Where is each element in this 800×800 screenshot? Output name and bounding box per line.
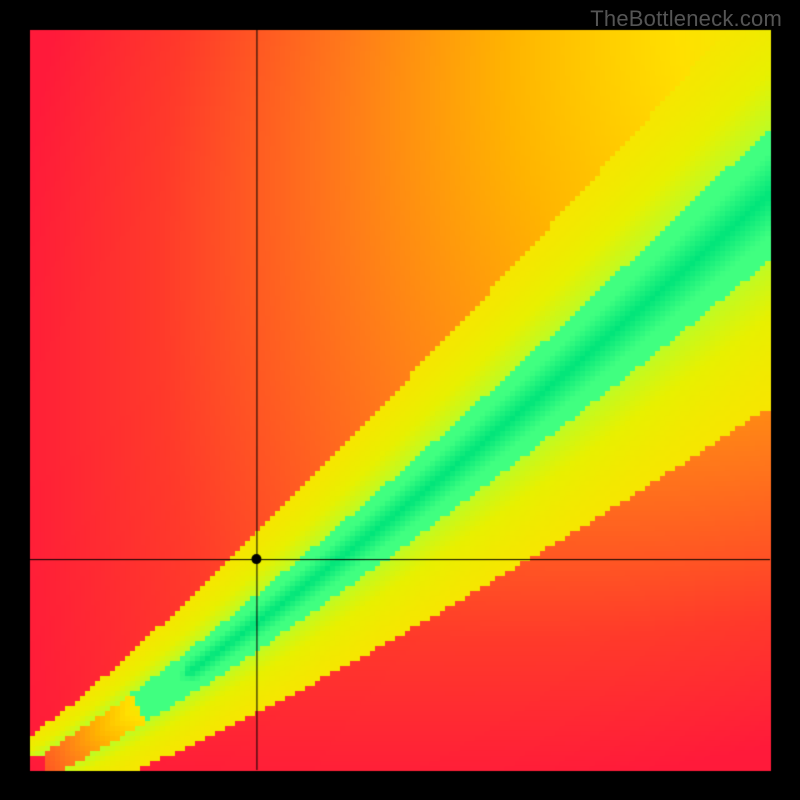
watermark-text: TheBottleneck.com — [590, 6, 782, 32]
heatmap-canvas — [0, 0, 800, 800]
figure-container: TheBottleneck.com — [0, 0, 800, 800]
